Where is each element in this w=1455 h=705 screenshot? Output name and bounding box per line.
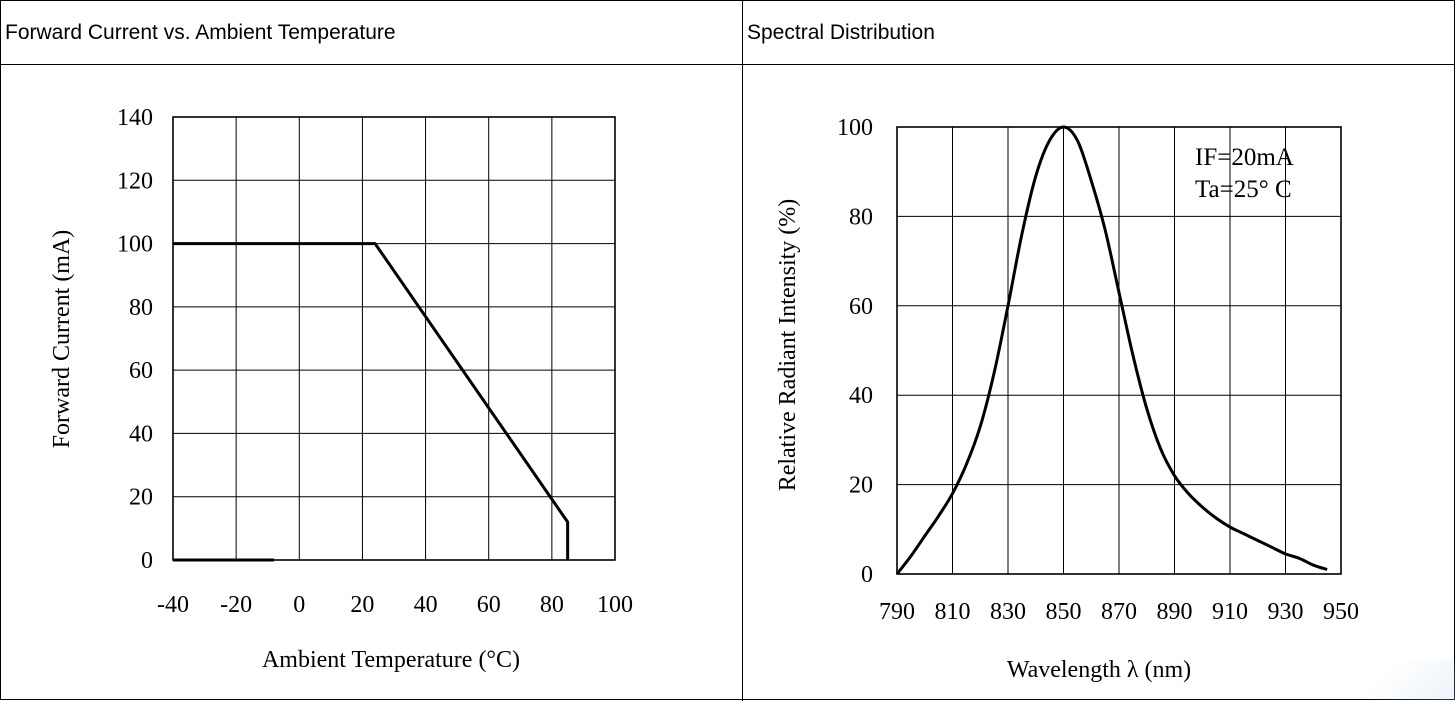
y-tick-label: 40 (849, 383, 873, 409)
y-tick-label: 0 (861, 562, 873, 588)
x-tick-label: 870 (1101, 599, 1137, 625)
forward-current-chart-cell: -40 -20 0 20 40 60 80 100 0 20 40 60 80 100 120 140 Ambi… (1, 65, 743, 701)
series-line (173, 242, 570, 560)
x-axis-label: Wavelength λ (nm) (1007, 657, 1191, 683)
header-spectral-distribution: Spectral Distribution (743, 1, 1455, 65)
y-tick-label: 140 (117, 105, 153, 131)
annotation-ambient-temp: Ta=25° C (1195, 176, 1292, 203)
spectral-chart-cell: 790 810 830 850 870 890 910 930 950 0 20 40 60 80 100 W… (743, 65, 1455, 701)
plot-frame (172, 116, 616, 561)
x-tick-label: 930 (1268, 599, 1304, 625)
x-tick-label: 60 (477, 592, 501, 618)
x-tick-label: 890 (1157, 599, 1193, 625)
x-tick-label: 950 (1323, 599, 1359, 625)
y-tick-label: 0 (141, 548, 153, 574)
y-axis-label: Forward Current (mA) (49, 230, 75, 449)
x-tick-label: 830 (990, 599, 1026, 625)
y-tick-label: 80 (849, 204, 873, 230)
y-tick-label: 60 (129, 358, 153, 384)
y-tick-label: 20 (129, 485, 153, 511)
x-tick-label: 40 (414, 592, 438, 618)
x-axis-label: Ambient Temperature (°C) (262, 647, 520, 673)
x-tick-label: 0 (293, 592, 305, 618)
forward-current-chart: -40 -20 0 20 40 60 80 100 0 20 40 60 80 100 120 140 Ambi… (49, 105, 633, 673)
x-tick-label: 20 (350, 592, 374, 618)
x-tick-label: 100 (597, 592, 633, 618)
x-tick-label: 850 (1046, 599, 1082, 625)
series-line (895, 125, 1328, 575)
plot-frame (896, 126, 1342, 575)
spectral-distribution-chart: 790 810 830 850 870 890 910 930 950 0 20 40 60 80 100 W… (775, 115, 1359, 683)
x-tick-label: 910 (1212, 599, 1248, 625)
y-tick-label: 40 (129, 421, 153, 447)
x-tick-label: 80 (540, 592, 564, 618)
x-tick-label: -40 (157, 592, 189, 618)
x-tick-label: 790 (879, 599, 915, 625)
y-tick-label: 60 (849, 294, 873, 320)
y-tick-label: 20 (849, 473, 873, 499)
y-axis-label: Relative Radiant Intensity (%) (775, 199, 801, 492)
header-forward-current: Forward Current vs. Ambient Temperature (1, 1, 743, 65)
annotation-forward-current: IF=20mA (1195, 144, 1294, 171)
x-tick-label: 810 (935, 599, 971, 625)
y-tick-label: 100 (117, 232, 153, 258)
y-tick-label: 80 (129, 295, 153, 321)
y-tick-label: 120 (117, 168, 153, 194)
y-tick-label: 100 (837, 115, 873, 141)
x-tick-label: -20 (220, 592, 252, 618)
